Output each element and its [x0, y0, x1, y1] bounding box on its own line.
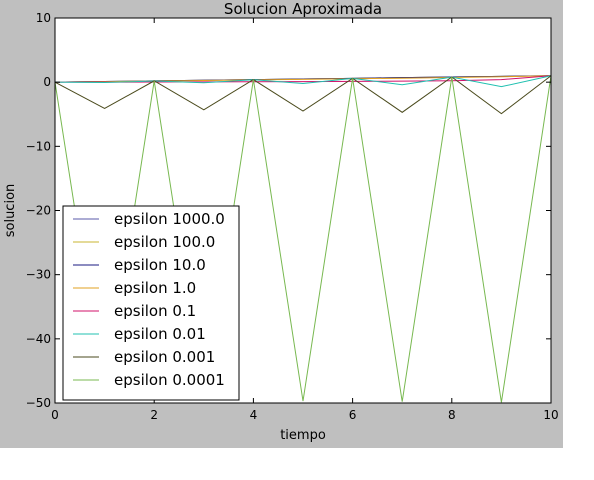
y-axis-title: solucion — [3, 184, 18, 238]
x-axis-title: tiempo — [280, 428, 326, 443]
legend: epsilon 1000.0 epsilon 100.0 epsilon 10.0 e… — [62, 205, 240, 401]
y-tick-label: 0 — [43, 75, 51, 89]
legend-label: epsilon 1.0 — [114, 279, 196, 297]
legend-label: epsilon 10.0 — [114, 256, 206, 274]
y-tick-label: −30 — [26, 268, 51, 282]
y-tick-label: −40 — [26, 332, 51, 346]
legend-label: epsilon 0.001 — [114, 348, 215, 366]
legend-label: epsilon 100.0 — [114, 233, 215, 251]
y-tick-label: −10 — [26, 139, 51, 153]
x-tick-label: 10 — [543, 408, 558, 422]
series-line-7 — [54, 75, 552, 403]
legend-label: epsilon 0.01 — [114, 325, 206, 343]
series-layer — [54, 75, 552, 403]
series-line-5 — [54, 75, 552, 88]
y-tick-label: 10 — [36, 11, 51, 25]
x-tick-label: 2 — [150, 408, 158, 422]
x-tick-label: 6 — [349, 408, 357, 422]
ticks-layer: 0 2 4 6 8 10 10 0 −10 −20 −30 −40 −50 — [26, 11, 559, 422]
legend-label: epsilon 0.0001 — [114, 371, 225, 389]
y-tick-label: −20 — [26, 204, 51, 218]
legend-label: epsilon 0.1 — [114, 302, 196, 320]
series-line-6 — [54, 75, 552, 115]
legend-label: epsilon 1000.0 — [114, 210, 225, 228]
legend-box — [62, 205, 240, 401]
x-tick-label: 4 — [250, 408, 258, 422]
x-tick-label: 0 — [51, 408, 59, 422]
chart-title: Solucion Aproximada — [224, 0, 382, 18]
x-tick-label: 8 — [448, 408, 456, 422]
y-tick-label: −50 — [26, 396, 51, 410]
